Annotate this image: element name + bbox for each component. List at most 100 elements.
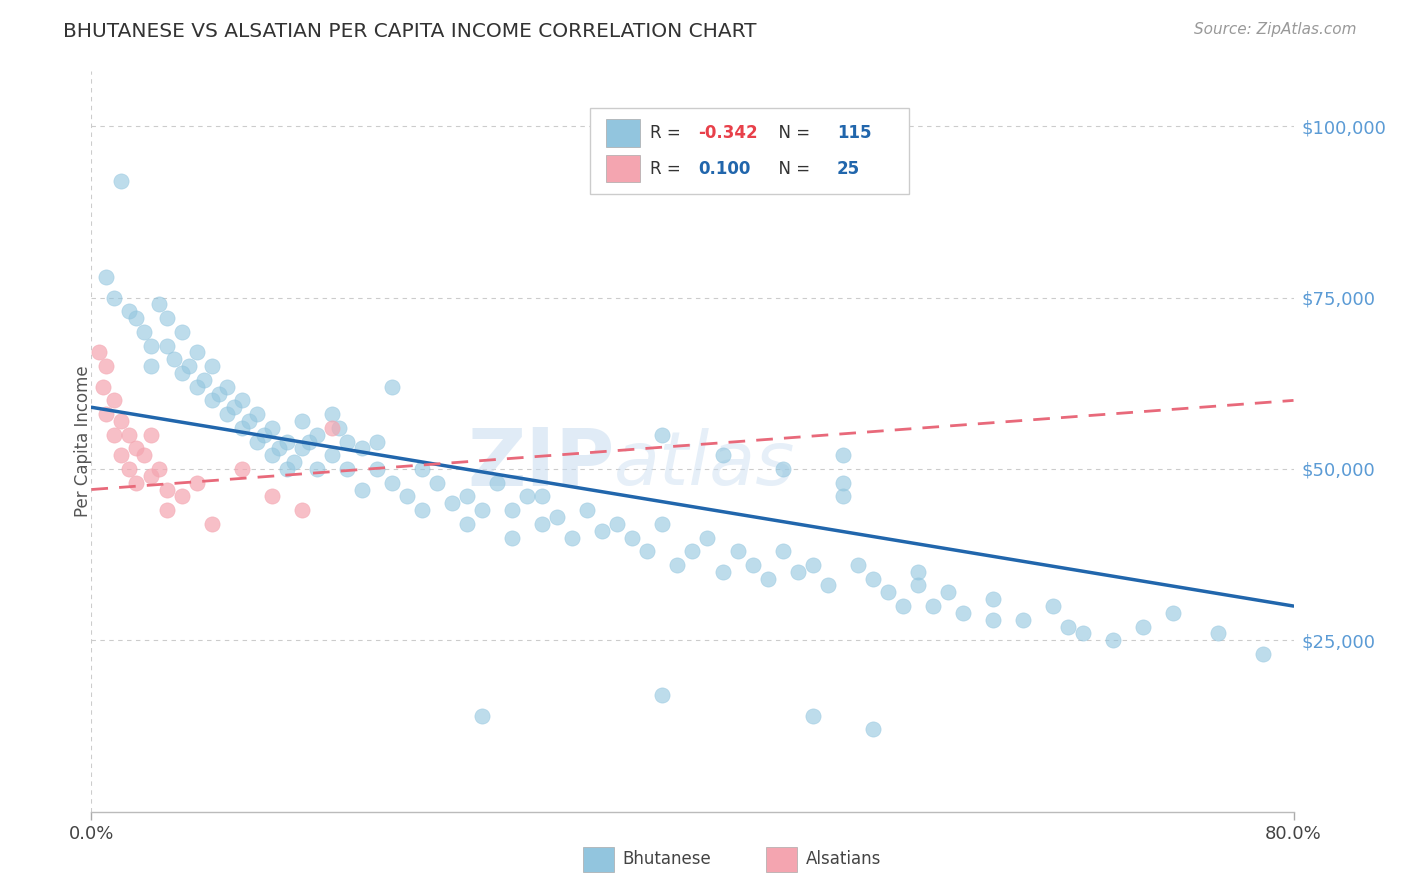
Point: [96, 407, 118, 421]
Point: [440, 496, 463, 510]
Point: [846, 558, 869, 572]
Text: ZIP: ZIP: [467, 425, 614, 503]
FancyBboxPatch shape: [606, 120, 640, 147]
Point: [96, 270, 118, 285]
Point: [546, 510, 568, 524]
Point: [501, 503, 523, 517]
Point: [110, 414, 132, 428]
Point: [155, 311, 177, 326]
Point: [1071, 626, 1094, 640]
Point: [651, 516, 673, 531]
Point: [666, 558, 689, 572]
Point: [471, 708, 494, 723]
Point: [163, 352, 186, 367]
Point: [305, 462, 328, 476]
Point: [381, 475, 404, 490]
Point: [350, 442, 373, 456]
Point: [801, 708, 824, 723]
Point: [426, 475, 449, 490]
Point: [1132, 619, 1154, 633]
Point: [952, 606, 974, 620]
Point: [276, 434, 298, 449]
Point: [907, 578, 929, 592]
Text: -0.342: -0.342: [699, 124, 758, 142]
Point: [741, 558, 763, 572]
Point: [876, 585, 898, 599]
Point: [328, 421, 350, 435]
Point: [651, 688, 673, 702]
Point: [831, 475, 853, 490]
Point: [516, 489, 538, 503]
Point: [862, 572, 884, 586]
Point: [891, 599, 914, 613]
Point: [215, 380, 238, 394]
Point: [155, 338, 177, 352]
Point: [831, 489, 853, 503]
Point: [231, 393, 253, 408]
Point: [395, 489, 418, 503]
Point: [1102, 633, 1125, 648]
Point: [118, 427, 141, 442]
Point: [336, 434, 359, 449]
Text: BHUTANESE VS ALSATIAN PER CAPITA INCOME CORRELATION CHART: BHUTANESE VS ALSATIAN PER CAPITA INCOME …: [63, 22, 756, 41]
Point: [531, 516, 554, 531]
Point: [177, 359, 200, 373]
Point: [621, 531, 644, 545]
Point: [103, 393, 125, 408]
Point: [148, 462, 170, 476]
Point: [756, 572, 779, 586]
Point: [141, 468, 163, 483]
Point: [1057, 619, 1080, 633]
Point: [110, 448, 132, 462]
Text: atlas: atlas: [614, 428, 796, 500]
Point: [125, 311, 148, 326]
Point: [186, 475, 208, 490]
Point: [87, 345, 110, 359]
Point: [141, 338, 163, 352]
Point: [411, 462, 433, 476]
Point: [215, 407, 238, 421]
Point: [141, 427, 163, 442]
FancyBboxPatch shape: [606, 155, 640, 183]
Point: [381, 380, 404, 394]
Point: [155, 483, 177, 497]
Point: [283, 455, 305, 469]
Text: N =: N =: [768, 124, 815, 142]
Point: [305, 427, 328, 442]
Point: [260, 421, 283, 435]
Point: [231, 421, 253, 435]
Point: [411, 503, 433, 517]
Point: [193, 373, 215, 387]
Point: [170, 325, 193, 339]
Text: N =: N =: [768, 160, 815, 178]
Point: [170, 366, 193, 380]
Text: Bhutanese: Bhutanese: [623, 850, 711, 868]
Y-axis label: Per Capita Income: Per Capita Income: [75, 366, 91, 517]
Point: [253, 427, 276, 442]
Point: [125, 475, 148, 490]
Point: [141, 359, 163, 373]
Point: [170, 489, 193, 503]
Point: [727, 544, 749, 558]
Text: R =: R =: [651, 124, 686, 142]
Point: [103, 291, 125, 305]
Point: [711, 448, 734, 462]
Point: [321, 421, 343, 435]
Point: [321, 448, 343, 462]
Point: [132, 325, 155, 339]
Point: [531, 489, 554, 503]
Text: 25: 25: [837, 160, 860, 178]
Point: [636, 544, 658, 558]
Point: [366, 434, 388, 449]
Point: [786, 565, 808, 579]
Point: [148, 297, 170, 311]
FancyBboxPatch shape: [591, 109, 908, 194]
Point: [1161, 606, 1184, 620]
Point: [276, 462, 298, 476]
Point: [801, 558, 824, 572]
Point: [922, 599, 945, 613]
Point: [110, 174, 132, 188]
Text: 0.100: 0.100: [699, 160, 751, 178]
Point: [201, 516, 224, 531]
Point: [831, 448, 853, 462]
